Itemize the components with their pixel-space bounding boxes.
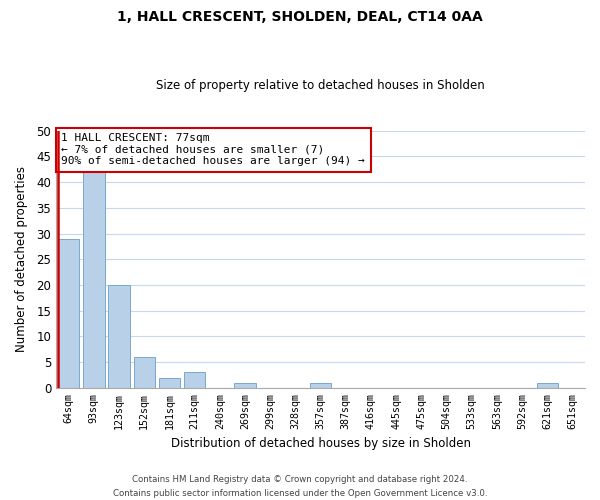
Bar: [536, 382, 558, 388]
Text: Contains HM Land Registry data © Crown copyright and database right 2024.
Contai: Contains HM Land Registry data © Crown c…: [113, 476, 487, 498]
Text: 1 HALL CRESCENT: 77sqm
← 7% of detached houses are smaller (7)
90% of semi-detac: 1 HALL CRESCENT: 77sqm ← 7% of detached …: [61, 133, 365, 166]
Bar: [109, 285, 130, 388]
X-axis label: Distribution of detached houses by size in Sholden: Distribution of detached houses by size …: [170, 437, 470, 450]
Bar: [310, 382, 331, 388]
Y-axis label: Number of detached properties: Number of detached properties: [15, 166, 28, 352]
Bar: [159, 378, 180, 388]
Title: Size of property relative to detached houses in Sholden: Size of property relative to detached ho…: [156, 79, 485, 92]
Bar: [58, 238, 79, 388]
Bar: [83, 172, 104, 388]
Bar: [134, 357, 155, 388]
Bar: [234, 382, 256, 388]
Text: 1, HALL CRESCENT, SHOLDEN, DEAL, CT14 0AA: 1, HALL CRESCENT, SHOLDEN, DEAL, CT14 0A…: [117, 10, 483, 24]
Bar: [184, 372, 205, 388]
